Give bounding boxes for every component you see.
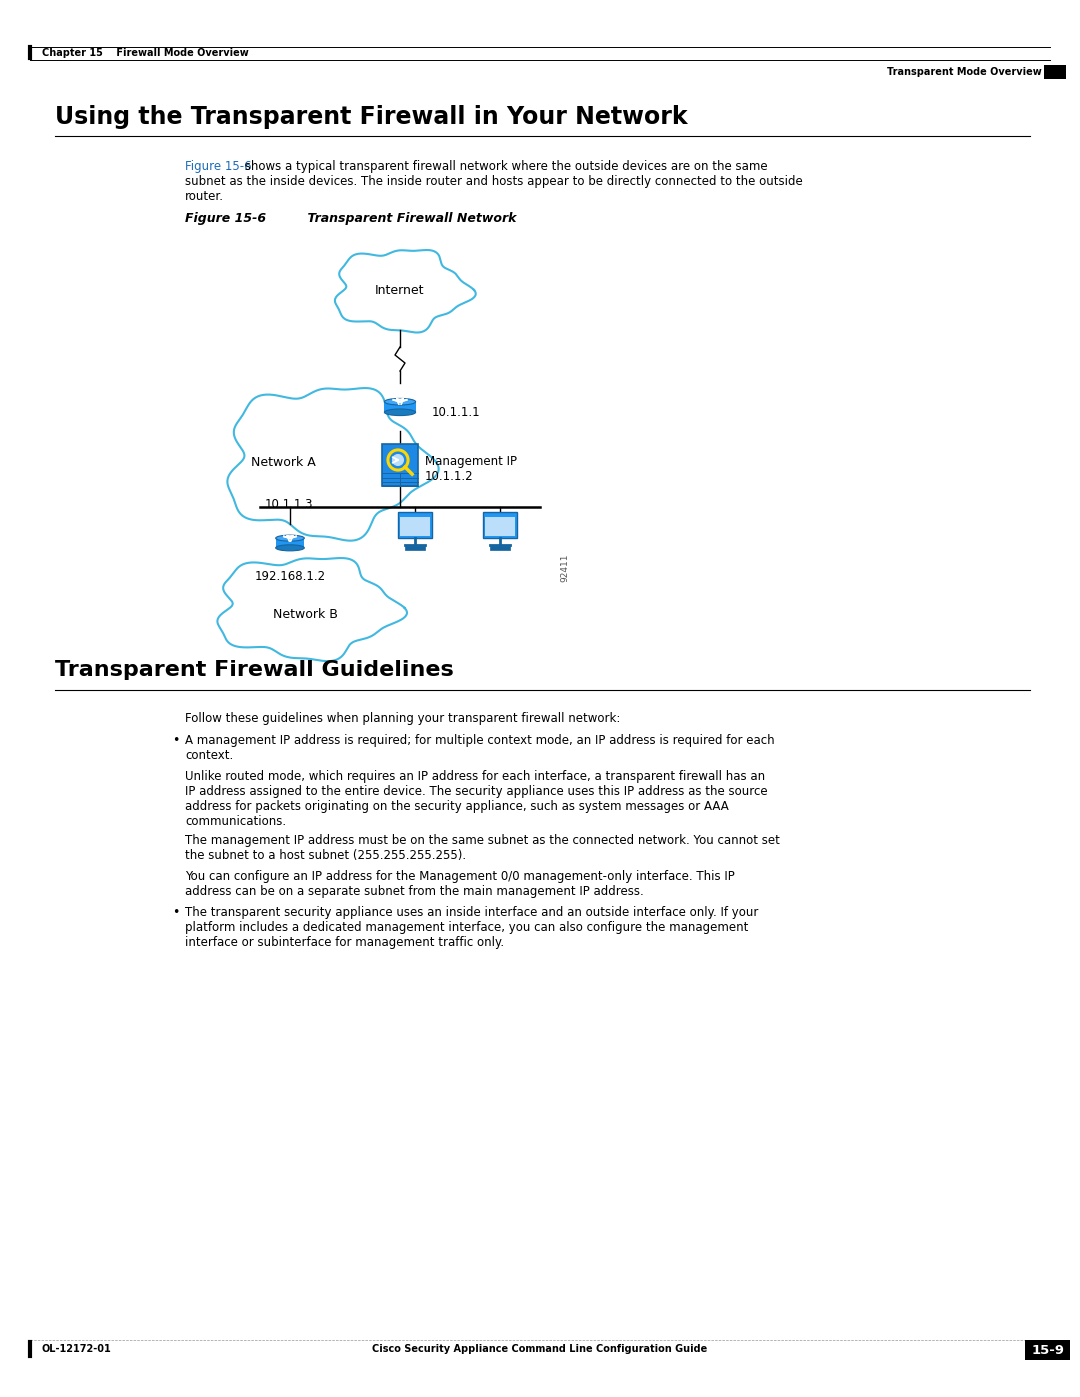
Text: platform includes a dedicated management interface, you can also configure the m: platform includes a dedicated management… xyxy=(185,921,748,935)
Text: router.: router. xyxy=(185,190,224,203)
Text: shows a typical transparent firewall network where the outside devices are on th: shows a typical transparent firewall net… xyxy=(241,161,768,173)
Text: 10.1.1.3: 10.1.1.3 xyxy=(265,497,313,511)
Text: Follow these guidelines when planning your transparent firewall network:: Follow these guidelines when planning yo… xyxy=(185,712,620,725)
Bar xyxy=(400,517,430,536)
Bar xyxy=(384,402,416,412)
Text: interface or subinterface for management traffic only.: interface or subinterface for management… xyxy=(185,936,504,949)
Text: The management IP address must be on the same subnet as the connected network. Y: The management IP address must be on the… xyxy=(185,834,780,847)
Polygon shape xyxy=(217,557,407,661)
Text: Transparent Mode Overview: Transparent Mode Overview xyxy=(888,67,1042,77)
Polygon shape xyxy=(228,388,438,541)
Text: 15-9: 15-9 xyxy=(1031,1344,1065,1356)
Text: Cisco Security Appliance Command Line Configuration Guide: Cisco Security Appliance Command Line Co… xyxy=(373,1344,707,1354)
Text: OL-12172-01: OL-12172-01 xyxy=(42,1344,111,1354)
Text: Chapter 15    Firewall Mode Overview: Chapter 15 Firewall Mode Overview xyxy=(42,47,248,59)
Text: Internet: Internet xyxy=(375,284,424,296)
Bar xyxy=(1025,1340,1070,1361)
Text: 10.1.1.2: 10.1.1.2 xyxy=(426,469,474,483)
Text: Figure 15-6: Figure 15-6 xyxy=(185,212,266,225)
Text: You can configure an IP address for the Management 0/0 management-only interface: You can configure an IP address for the … xyxy=(185,870,734,883)
Text: •: • xyxy=(172,907,179,919)
Text: Management IP: Management IP xyxy=(426,455,517,468)
Bar xyxy=(382,444,418,486)
Text: Unlike routed mode, which requires an IP address for each interface, a transpare: Unlike routed mode, which requires an IP… xyxy=(185,770,765,782)
Text: 192.168.1.2: 192.168.1.2 xyxy=(255,570,325,583)
Ellipse shape xyxy=(275,535,305,541)
Text: communications.: communications. xyxy=(185,814,286,828)
Circle shape xyxy=(392,454,404,467)
Text: 92411: 92411 xyxy=(561,553,569,583)
Bar xyxy=(1044,66,1066,80)
Text: Network A: Network A xyxy=(251,455,315,468)
Polygon shape xyxy=(335,250,476,332)
Text: Transparent Firewall Guidelines: Transparent Firewall Guidelines xyxy=(55,659,454,680)
Bar xyxy=(275,538,305,548)
Text: the subnet to a host subnet (255.255.255.255).: the subnet to a host subnet (255.255.255… xyxy=(185,849,467,862)
Bar xyxy=(483,511,517,538)
Bar xyxy=(399,511,432,538)
Text: •: • xyxy=(172,733,179,747)
Ellipse shape xyxy=(275,545,305,550)
Text: address can be on a separate subnet from the main management IP address.: address can be on a separate subnet from… xyxy=(185,886,644,898)
Bar xyxy=(405,546,426,550)
Text: subnet as the inside devices. The inside router and hosts appear to be directly : subnet as the inside devices. The inside… xyxy=(185,175,802,189)
Text: IP address assigned to the entire device. The security appliance uses this IP ad: IP address assigned to the entire device… xyxy=(185,785,768,798)
Ellipse shape xyxy=(384,409,416,415)
Text: Network B: Network B xyxy=(272,609,337,622)
Ellipse shape xyxy=(384,398,416,405)
Text: context.: context. xyxy=(185,749,233,761)
Text: Figure 15-6: Figure 15-6 xyxy=(185,161,252,173)
Text: Using the Transparent Firewall in Your Network: Using the Transparent Firewall in Your N… xyxy=(55,105,688,129)
Bar xyxy=(490,546,510,550)
Text: Transparent Firewall Network: Transparent Firewall Network xyxy=(291,212,516,225)
Bar xyxy=(485,517,515,536)
Text: The transparent security appliance uses an inside interface and an outside inter: The transparent security appliance uses … xyxy=(185,907,758,919)
Text: 10.1.1.1: 10.1.1.1 xyxy=(432,407,481,419)
Text: A management IP address is required; for multiple context mode, an IP address is: A management IP address is required; for… xyxy=(185,733,774,747)
Text: address for packets originating on the security appliance, such as system messag: address for packets originating on the s… xyxy=(185,800,729,813)
